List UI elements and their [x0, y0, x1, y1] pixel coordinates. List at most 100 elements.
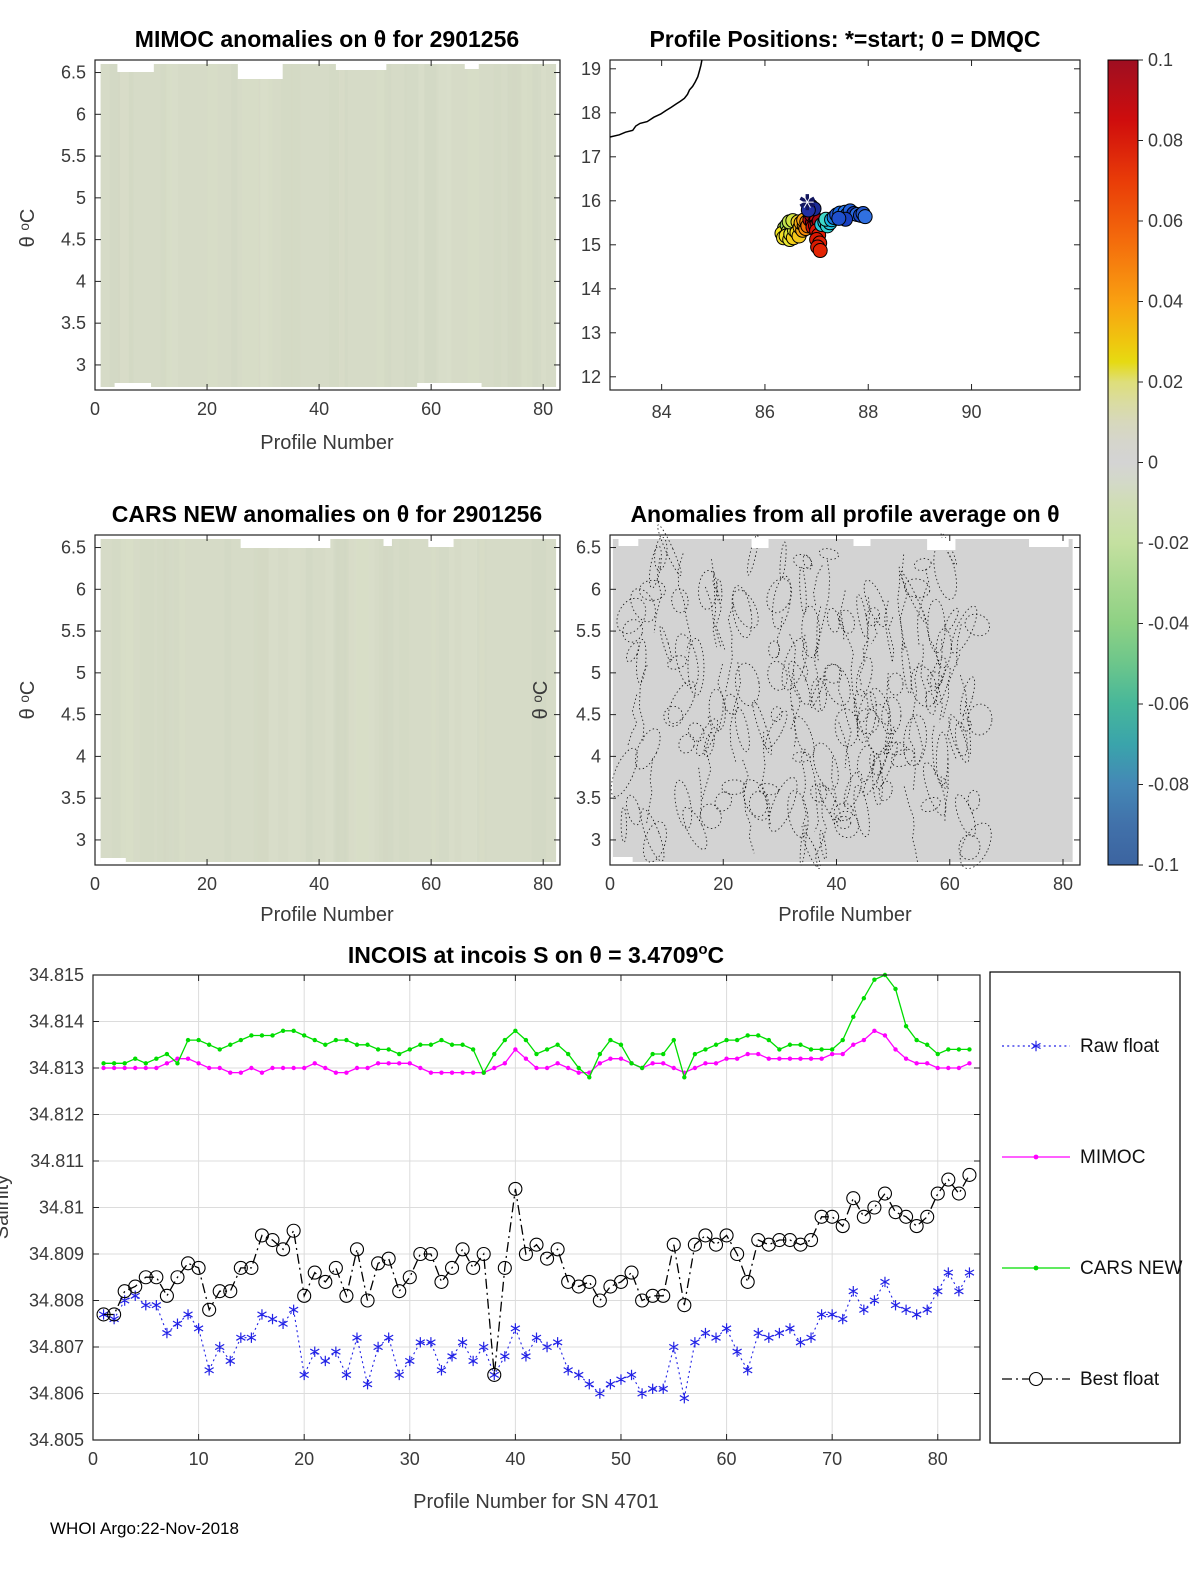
tick-label: 70: [822, 1449, 842, 1469]
axes-frame: [609, 534, 1081, 866]
cars-title: CARS NEW anomalies on θ for 2901256: [112, 501, 542, 527]
legend-label: Best float: [1080, 1369, 1160, 1390]
panel-incois-salinity: 0 10 20 30 40 50 60 70 80 34.805 34.806 34.807 34.80…: [29, 965, 981, 1469]
axis-ticks: 0 20 40 60 80 3 3.5 4 4.5 5 5.5 6 6.5: [61, 60, 560, 419]
tick-label: 60: [717, 1449, 737, 1469]
tick-label: 3: [591, 830, 601, 850]
gridlines: [92, 974, 980, 1441]
series-raw-float: [98, 1267, 975, 1404]
tick-label: 0: [1148, 453, 1158, 473]
tick-label: 15: [581, 235, 601, 255]
panel-mimoc-anomalies: 0 20 40 60 80 3 3.5 4 4.5 5 5.5 6 6.5: [61, 59, 561, 419]
colorbar-gradient: [1107, 59, 1139, 866]
cars-ylabel: θ ᵒC: [17, 681, 39, 720]
legend-label: Raw float: [1080, 1036, 1160, 1057]
mimoc-ylabel: θ ᵒC: [17, 209, 39, 248]
start-marker-highlight: [800, 196, 814, 208]
tick-label: 34.807: [29, 1337, 84, 1357]
tick-label: 0: [605, 874, 615, 894]
anomalies-ylabel: θ ᵒC: [530, 681, 552, 720]
tick-label: 40: [309, 874, 329, 894]
tick-label: 40: [505, 1449, 525, 1469]
tick-label: 0: [88, 1449, 98, 1469]
mimoc-title: MIMOC anomalies on θ for 2901256: [135, 26, 519, 52]
tick-label: 34.811: [30, 1151, 84, 1171]
tick-label: 84: [652, 402, 672, 422]
tick-label: 34.813: [29, 1058, 84, 1078]
legend-entry-raw-float: Raw float: [1002, 1036, 1160, 1057]
tick-label: 3: [76, 830, 86, 850]
tick-label: 34.815: [29, 965, 84, 985]
tick-label: 0: [90, 399, 100, 419]
tick-label: 13: [581, 323, 601, 343]
tick-label: 40: [309, 399, 329, 419]
axis-ticks: 0 10 20 30 40 50 60 70 80 34.805 34.806 34.807 34.80…: [29, 965, 980, 1469]
tick-label: 0.06: [1148, 211, 1183, 231]
cars-xlabel: Profile Number: [260, 904, 394, 926]
asterisk-marker-icon: [1031, 1040, 1041, 1052]
tick-label: 80: [533, 874, 553, 894]
tick-label: 3: [76, 355, 86, 375]
tick-label: 4.5: [61, 705, 86, 725]
tick-label: 12: [581, 367, 601, 387]
tick-label: 34.805: [29, 1430, 84, 1450]
tick-label: 6.5: [576, 538, 601, 558]
tick-label: 19: [581, 59, 601, 79]
tick-label: -0.1: [1148, 855, 1179, 875]
tick-label: 4.5: [576, 705, 601, 725]
contour-lines: [610, 524, 993, 869]
tick-label: 17: [581, 147, 601, 167]
anomaly-field: [612, 539, 1073, 862]
tick-label: 14: [581, 279, 601, 299]
anomalies-title: Anomalies from all profile average on θ: [630, 501, 1059, 527]
mimoc-xlabel: Profile Number: [260, 432, 394, 454]
tick-label: 4: [76, 746, 86, 766]
tick-label: 18: [581, 103, 601, 123]
tick-label: 3.5: [61, 788, 86, 808]
axis-ticks: 0 20 40 60 80 3 3.5 4 4.5 5 5.5 6 6.5: [576, 535, 1080, 894]
tick-label: -0.04: [1148, 614, 1189, 634]
legend-label: MIMOC: [1080, 1147, 1145, 1168]
series-best-float: [96, 1167, 977, 1382]
tick-label: 20: [197, 874, 217, 894]
axes-frame: [609, 59, 1081, 391]
tick-label: 5.5: [576, 621, 601, 641]
legend-entry-best-float: Best float: [1002, 1369, 1160, 1390]
tick-label: 5.5: [61, 621, 86, 641]
tick-label: 4: [76, 271, 86, 291]
tick-label: 0.08: [1148, 131, 1183, 151]
tick-label: 34.808: [29, 1291, 84, 1311]
dot-marker-icon: [1033, 1154, 1039, 1160]
tick-label: 0.02: [1148, 372, 1183, 392]
tick-label: 5: [76, 188, 86, 208]
series-cars-new: [101, 972, 972, 1080]
profile-position-dots: [774, 198, 873, 259]
tick-label: 20: [197, 399, 217, 419]
tick-label: 6: [591, 579, 601, 599]
tick-label: 60: [940, 874, 960, 894]
tick-label: 60: [421, 874, 441, 894]
tick-label: 6.5: [61, 63, 86, 83]
tick-label: 88: [858, 402, 878, 422]
footer-text: WHOI Argo:22-Nov-2018: [50, 1519, 239, 1538]
tick-label: 4.5: [61, 230, 86, 250]
axes-frame: [94, 534, 561, 866]
legend-entry-mimoc: MIMOC: [1002, 1147, 1145, 1168]
tick-label: 34.809: [29, 1244, 84, 1264]
legend-box: [989, 971, 1181, 1444]
tick-label: 0.04: [1148, 292, 1183, 312]
incois-ylabel: Salinity: [0, 1175, 13, 1239]
tick-label: 16: [581, 191, 601, 211]
tick-label: -0.08: [1148, 775, 1189, 795]
positions-title: Profile Positions: *=start; 0 = DMQC: [649, 26, 1040, 52]
dot-marker-icon: [1033, 1265, 1039, 1271]
tick-label: 3.5: [576, 788, 601, 808]
axis-ticks: 84 86 88 90 12 13 14 15 16 17 18 19: [581, 59, 1080, 422]
tick-label: 34.81: [39, 1198, 84, 1218]
tick-label: 80: [1053, 874, 1073, 894]
axis-ticks: 0 20 40 60 80 3 3.5 4 4.5 5 5.5 6 6.5: [61, 535, 560, 894]
tick-label: 3.5: [61, 313, 86, 333]
tick-label: 30: [400, 1449, 420, 1469]
tick-label: 5: [591, 663, 601, 683]
